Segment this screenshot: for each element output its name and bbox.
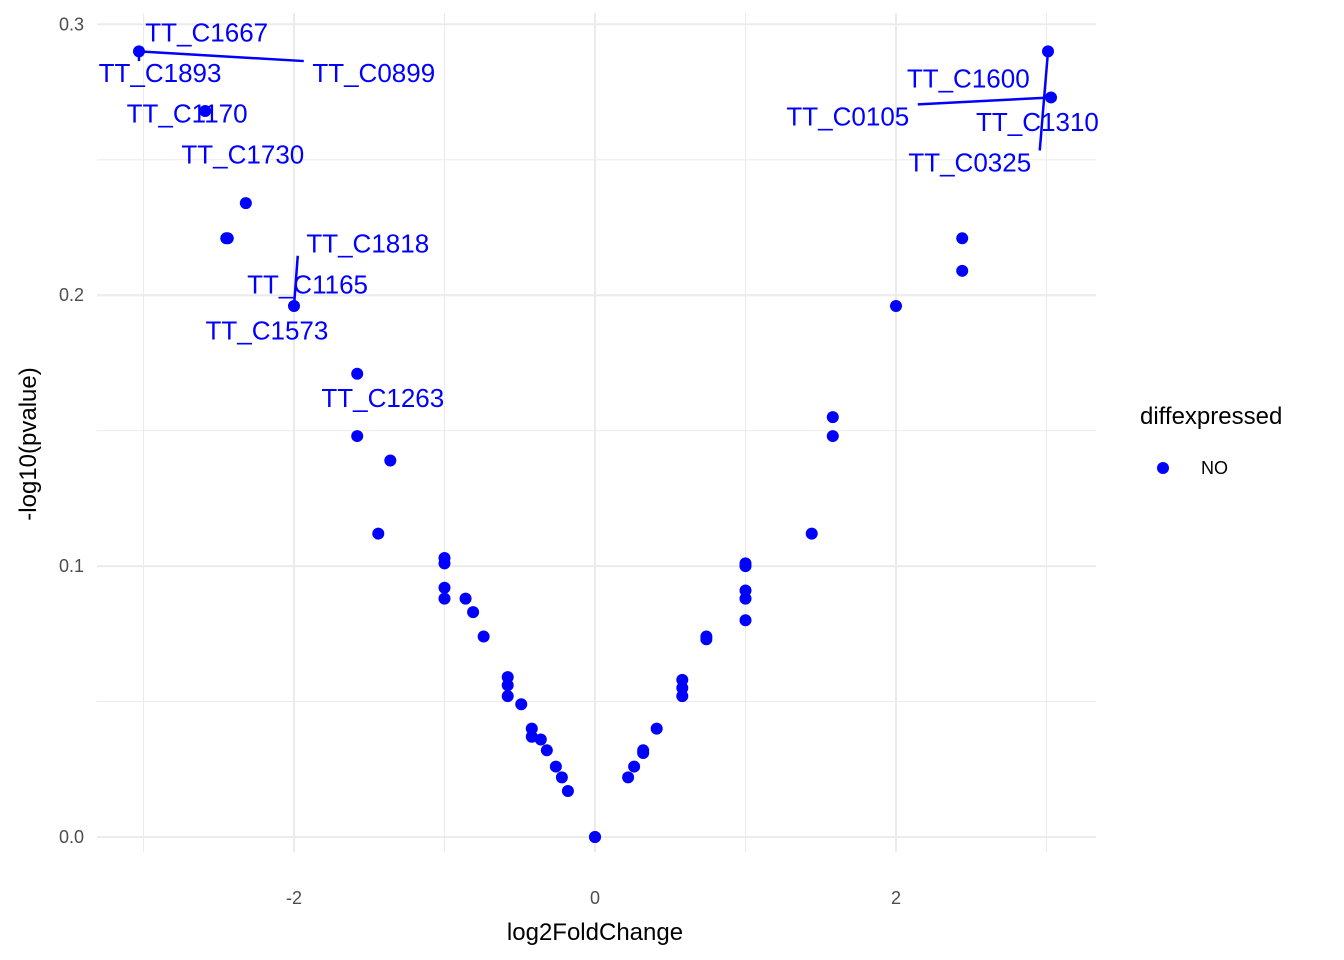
grid [97,13,1096,852]
x-axis-ticks: -2 0 2 [286,888,901,908]
point-label: TT_C1573 [205,315,328,345]
point-label: TT_C1170 [127,99,248,129]
y-tick-label: 0.3 [59,14,84,34]
point-label: TT_C1893 [99,58,222,88]
data-point [459,592,472,605]
data-point [501,690,514,703]
data-point [555,771,568,784]
data-point [826,430,839,443]
data-point [956,232,969,245]
data-point [890,300,902,313]
data-point [549,760,562,773]
y-axis-ticks: 0.0 0.1 0.2 0.3 [59,14,84,847]
data-point [956,264,969,277]
data-point [351,367,364,380]
data-point [384,454,397,467]
x-axis-title: log2FoldChange [507,919,683,946]
data-point [239,197,252,210]
point-label: TT_C1263 [321,383,444,413]
data-point [438,592,451,605]
data-point [515,698,528,711]
label-connector [292,255,299,307]
legend-key [1157,462,1169,474]
x-tick-label: -2 [286,888,302,908]
data-point [501,679,514,692]
point-label: TT_C0899 [312,58,435,88]
y-tick-label: 0.1 [59,556,84,576]
data-point [467,606,480,619]
point-label: TT_C0325 [908,147,1031,177]
label-connectors [137,50,1052,307]
point-label: TT_C1310 [976,107,1099,137]
data-point [438,557,451,570]
data-point [739,592,752,605]
point-label: TT_C1600 [907,63,1030,93]
point-label: TT_C1667 [145,17,268,47]
point-labels: TT_C1667 TT_C1893 TT_C0899 TT_C1170 TT_C1730… [99,17,1099,413]
data-points [132,45,1058,843]
data-point [650,722,663,735]
data-point [622,771,635,784]
label-connector [138,50,304,63]
legend-label: NO [1201,458,1228,478]
label-connector [917,96,1052,106]
data-point [589,831,601,843]
data-point [477,630,490,643]
data-point [534,733,547,746]
data-point [805,527,818,540]
point-label: TT_C1730 [181,139,304,169]
y-tick-label: 0.0 [59,827,84,847]
data-point [826,411,839,424]
point-label: TT_C0105 [786,101,909,131]
legend-entries: NO [1157,458,1228,478]
data-point [739,560,752,573]
data-point [525,730,538,743]
label-connector [1038,51,1050,151]
data-point [351,430,364,443]
data-point [700,633,713,646]
data-point [561,784,574,797]
data-point [372,527,385,540]
data-point [540,744,553,757]
y-tick-label: 0.2 [59,285,84,305]
y-axis-title: -log10(pvalue) [15,367,42,520]
data-point [438,581,451,594]
x-tick-label: 2 [891,888,901,908]
x-tick-label: 0 [590,888,600,908]
data-point [676,690,689,703]
data-point [637,747,650,760]
legend-title: diffexpressed [1140,403,1282,430]
data-point [221,232,234,245]
legend: diffexpressed NO [1140,403,1282,478]
point-label: TT_C1165 [247,269,368,299]
data-point [739,614,752,627]
data-point [199,104,212,117]
point-label: TT_C1818 [306,229,429,259]
data-point [628,760,641,773]
